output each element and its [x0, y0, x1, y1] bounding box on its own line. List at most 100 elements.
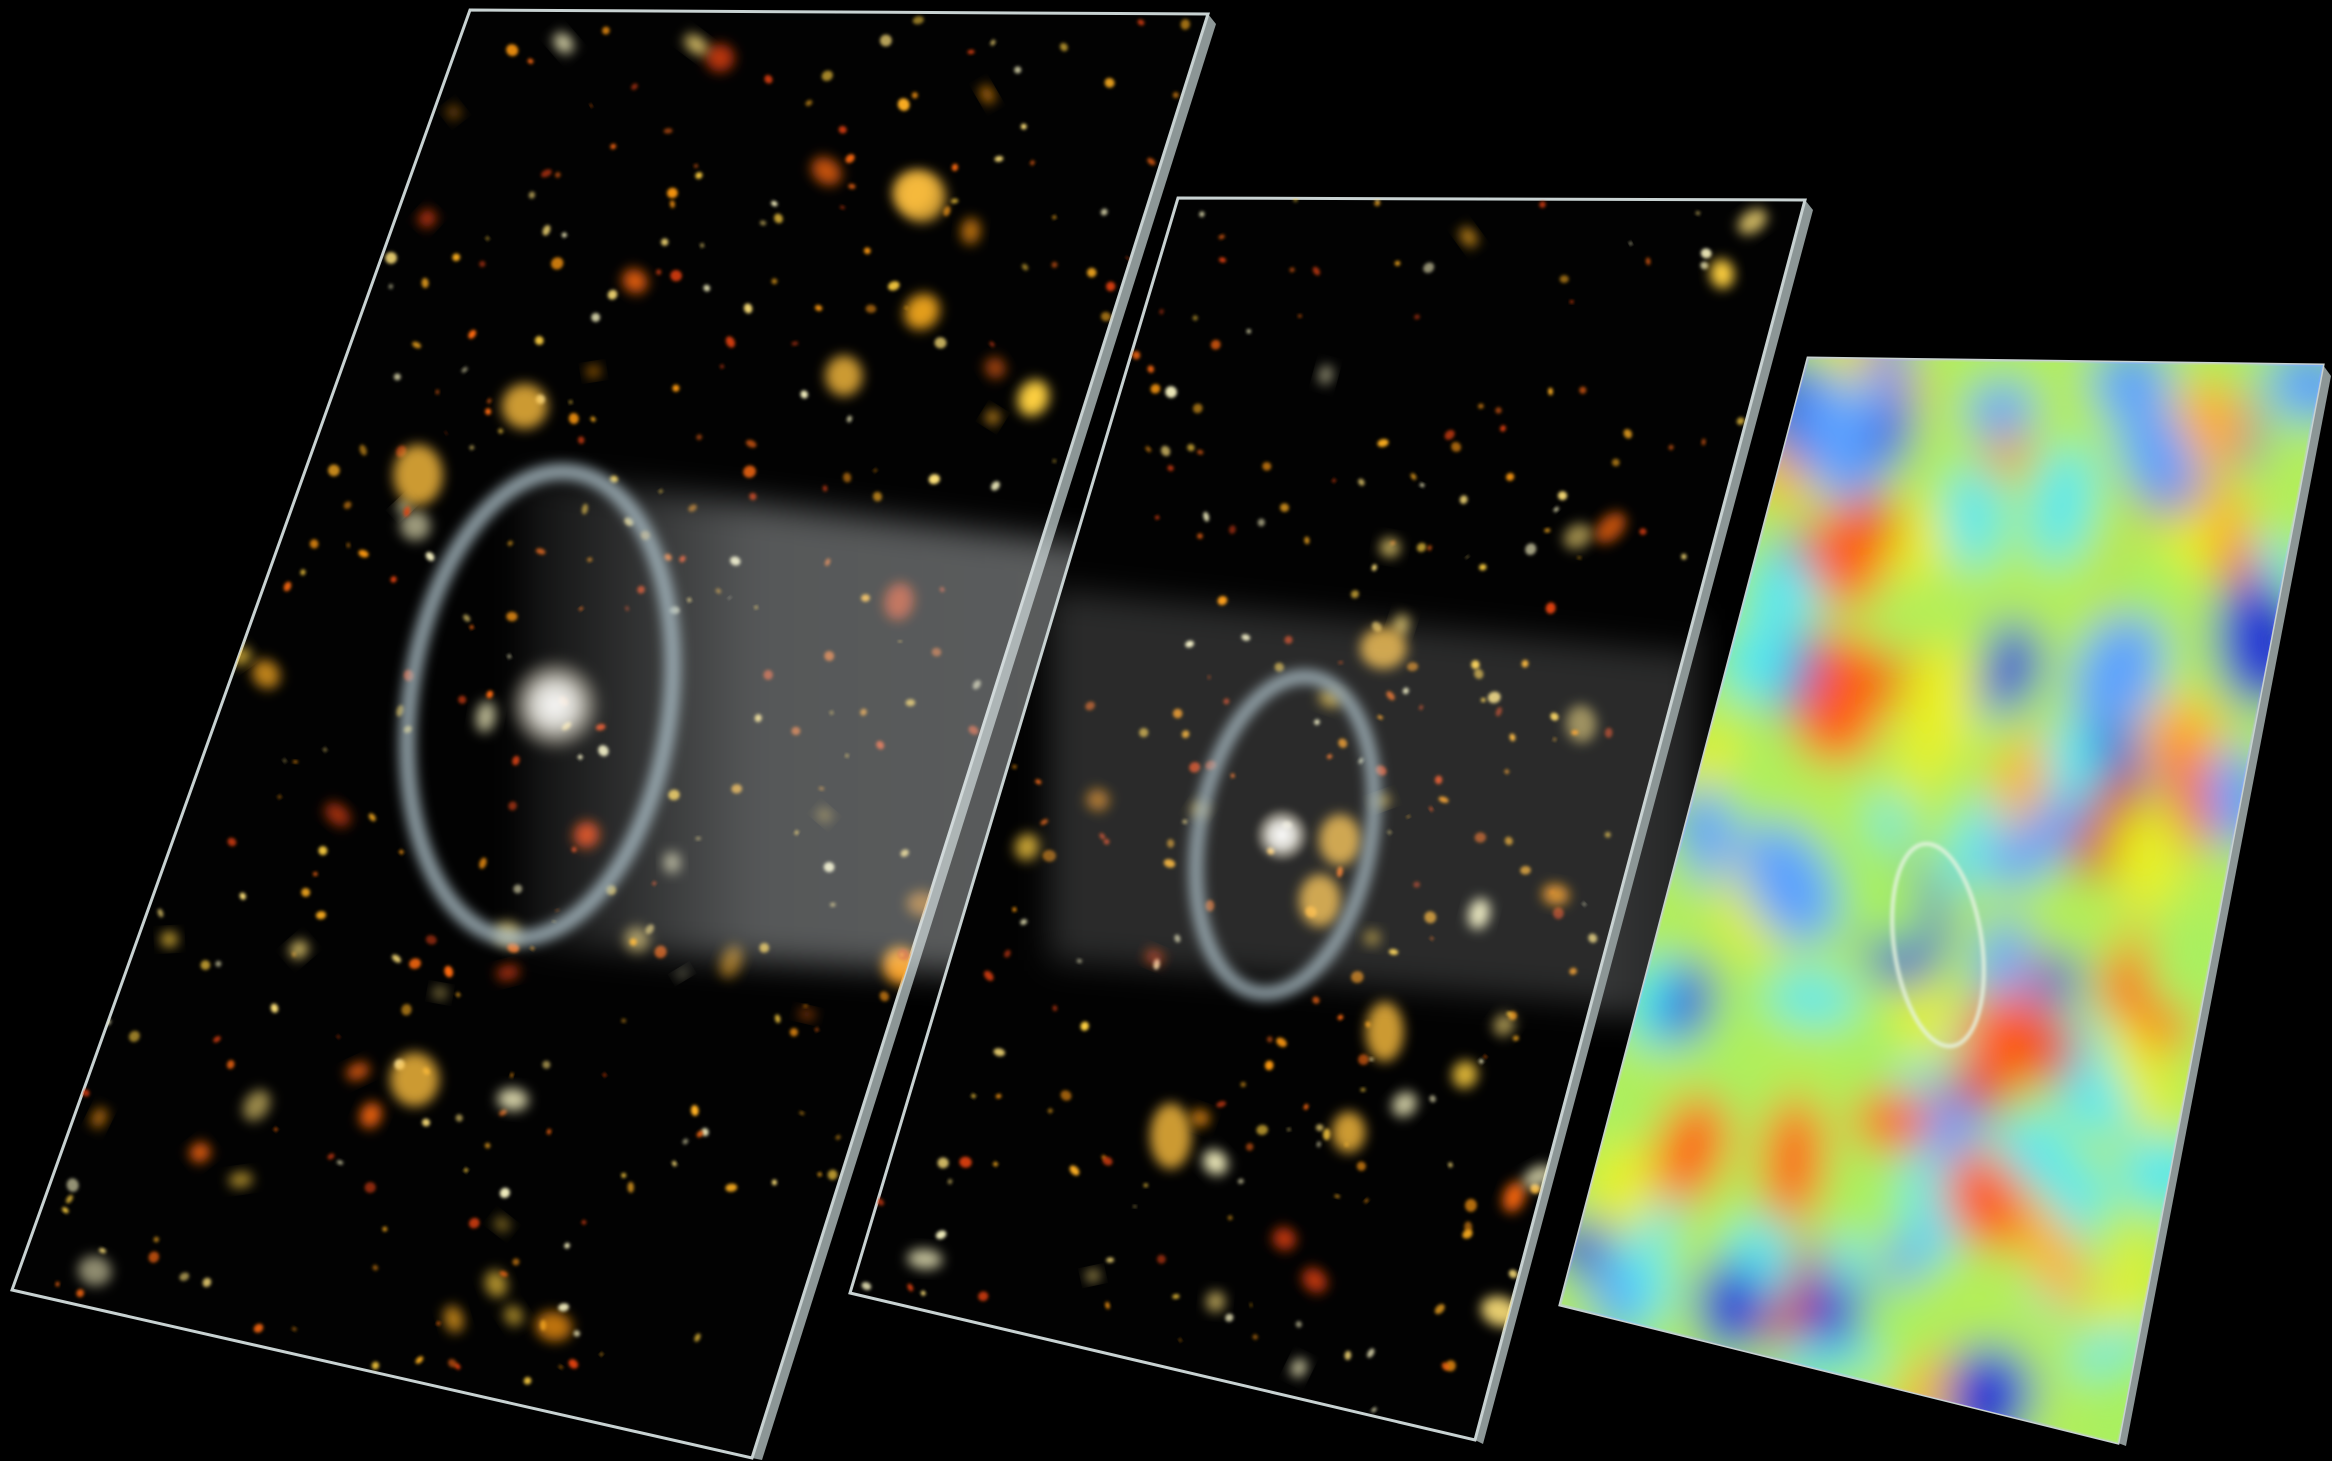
- galaxy-dot: [415, 1356, 424, 1364]
- galaxy-dot: [1559, 275, 1569, 284]
- galaxy-dot: [447, 105, 460, 119]
- galaxy-dot: [1479, 1059, 1484, 1064]
- galaxy-dot: [994, 155, 1004, 162]
- galaxy-dot: [912, 16, 924, 25]
- galaxy-dot: [541, 169, 552, 178]
- temperature-blob: [1793, 373, 1879, 503]
- galaxy-dot: [403, 506, 411, 517]
- galaxy-dot: [558, 1303, 570, 1312]
- temperature-blob: [1860, 358, 1908, 435]
- galaxy-dot: [1493, 1013, 1515, 1037]
- galaxy-dot: [1280, 503, 1289, 512]
- galaxy-dot: [1256, 1124, 1268, 1136]
- galaxy-dot: [838, 125, 847, 134]
- galaxy-dot: [1512, 1035, 1519, 1041]
- galaxy-dot: [1391, 1091, 1418, 1117]
- galaxy-dot: [243, 1090, 271, 1121]
- galaxy-dot: [774, 213, 783, 224]
- galaxy-dot: [621, 1018, 626, 1023]
- galaxy-dot: [542, 224, 551, 236]
- galaxy-dot: [486, 690, 494, 699]
- galaxy-dot: [1020, 123, 1027, 130]
- galaxy-dot: [1579, 386, 1587, 394]
- galaxy-dot: [76, 1289, 85, 1298]
- galaxy-dot: [1737, 208, 1768, 235]
- galaxy-dot: [1374, 200, 1381, 207]
- galaxy-dot: [497, 1088, 529, 1111]
- galaxy-dot: [448, 1358, 457, 1368]
- galaxy-dot: [1495, 407, 1502, 414]
- galaxy-dot: [1059, 42, 1068, 52]
- galaxy-dot: [452, 253, 461, 262]
- galaxy-dot: [153, 1236, 159, 1243]
- galaxy-dot: [803, 1004, 808, 1008]
- galaxy-dot: [1293, 198, 1298, 203]
- galaxy-dot: [372, 1265, 378, 1271]
- galaxy-dot: [1257, 518, 1265, 527]
- galaxy-dot: [887, 281, 900, 291]
- galaxy-dot: [1147, 157, 1156, 166]
- galaxy-dot: [591, 312, 601, 322]
- galaxy-dot: [725, 1183, 738, 1192]
- galaxy-dot: [993, 1048, 1006, 1057]
- galaxy-dot: [1337, 1014, 1344, 1021]
- galaxy-dot: [1172, 1294, 1180, 1299]
- galaxy-dot: [805, 100, 813, 106]
- galaxy-dot: [1143, 1183, 1148, 1188]
- galaxy-dot: [1427, 545, 1432, 551]
- galaxy-dot: [1358, 1054, 1369, 1065]
- galaxy-dot: [1316, 1141, 1321, 1148]
- galaxy-dot: [1137, 19, 1145, 26]
- galaxy-dot: [346, 542, 351, 548]
- galaxy-dot: [1180, 19, 1191, 30]
- galaxy-dot: [904, 293, 940, 330]
- galaxy-dot: [1459, 495, 1468, 504]
- galaxy-dot: [1240, 1081, 1246, 1088]
- galaxy-dot: [390, 576, 397, 583]
- galaxy-dot: [1700, 261, 1709, 270]
- galaxy-dot: [759, 220, 767, 226]
- galaxy-dot: [61, 1207, 69, 1214]
- temperature-blob: [2044, 722, 2103, 799]
- galaxy-dot: [725, 336, 736, 348]
- galaxy-dot: [1100, 311, 1111, 322]
- galaxy-dot: [1150, 383, 1161, 394]
- galaxy-dot: [359, 1102, 382, 1129]
- galaxy-dot: [920, 1290, 926, 1296]
- bright-galaxy: [825, 355, 863, 397]
- galaxy-dot: [1197, 533, 1203, 539]
- galaxy-dot: [1380, 538, 1400, 558]
- temperature-blob: [2021, 1205, 2088, 1311]
- galaxy-dot: [1478, 403, 1484, 409]
- galaxy-dot: [253, 1323, 264, 1333]
- galaxy-dot: [1210, 339, 1221, 350]
- galaxy-dot: [934, 337, 947, 349]
- galaxy-dot: [1483, 1055, 1487, 1059]
- galaxy-dot: [148, 1251, 160, 1263]
- bright-galaxy: [1365, 1001, 1404, 1062]
- galaxy-dot: [468, 329, 477, 339]
- galaxy-dot: [879, 991, 889, 1002]
- temperature-blob: [2104, 547, 2186, 621]
- galaxy-dot: [506, 44, 519, 57]
- galaxy-dot: [1155, 515, 1160, 520]
- galaxy-dot: [55, 1281, 60, 1287]
- galaxy-dot: [1506, 1011, 1512, 1016]
- galaxy-dot: [590, 416, 596, 422]
- galaxy-dot: [1525, 543, 1537, 556]
- galaxy-dot: [1364, 1198, 1369, 1203]
- galaxy-dot: [1021, 263, 1029, 271]
- galaxy-dot: [811, 157, 842, 186]
- galaxy-dot: [425, 551, 435, 562]
- temperature-blob: [2108, 1015, 2176, 1138]
- galaxy-dot: [1465, 555, 1469, 559]
- galaxy-dot: [1460, 227, 1477, 247]
- galaxy-dot: [607, 289, 618, 300]
- galaxy-dot: [1629, 241, 1632, 246]
- galaxy-dot: [1086, 267, 1097, 278]
- galaxy-dot: [534, 336, 544, 345]
- galaxy-dot: [324, 802, 351, 827]
- galaxy-dot: [1187, 443, 1195, 452]
- galaxy-dot: [499, 1109, 507, 1116]
- galaxy-dot: [1266, 1036, 1273, 1043]
